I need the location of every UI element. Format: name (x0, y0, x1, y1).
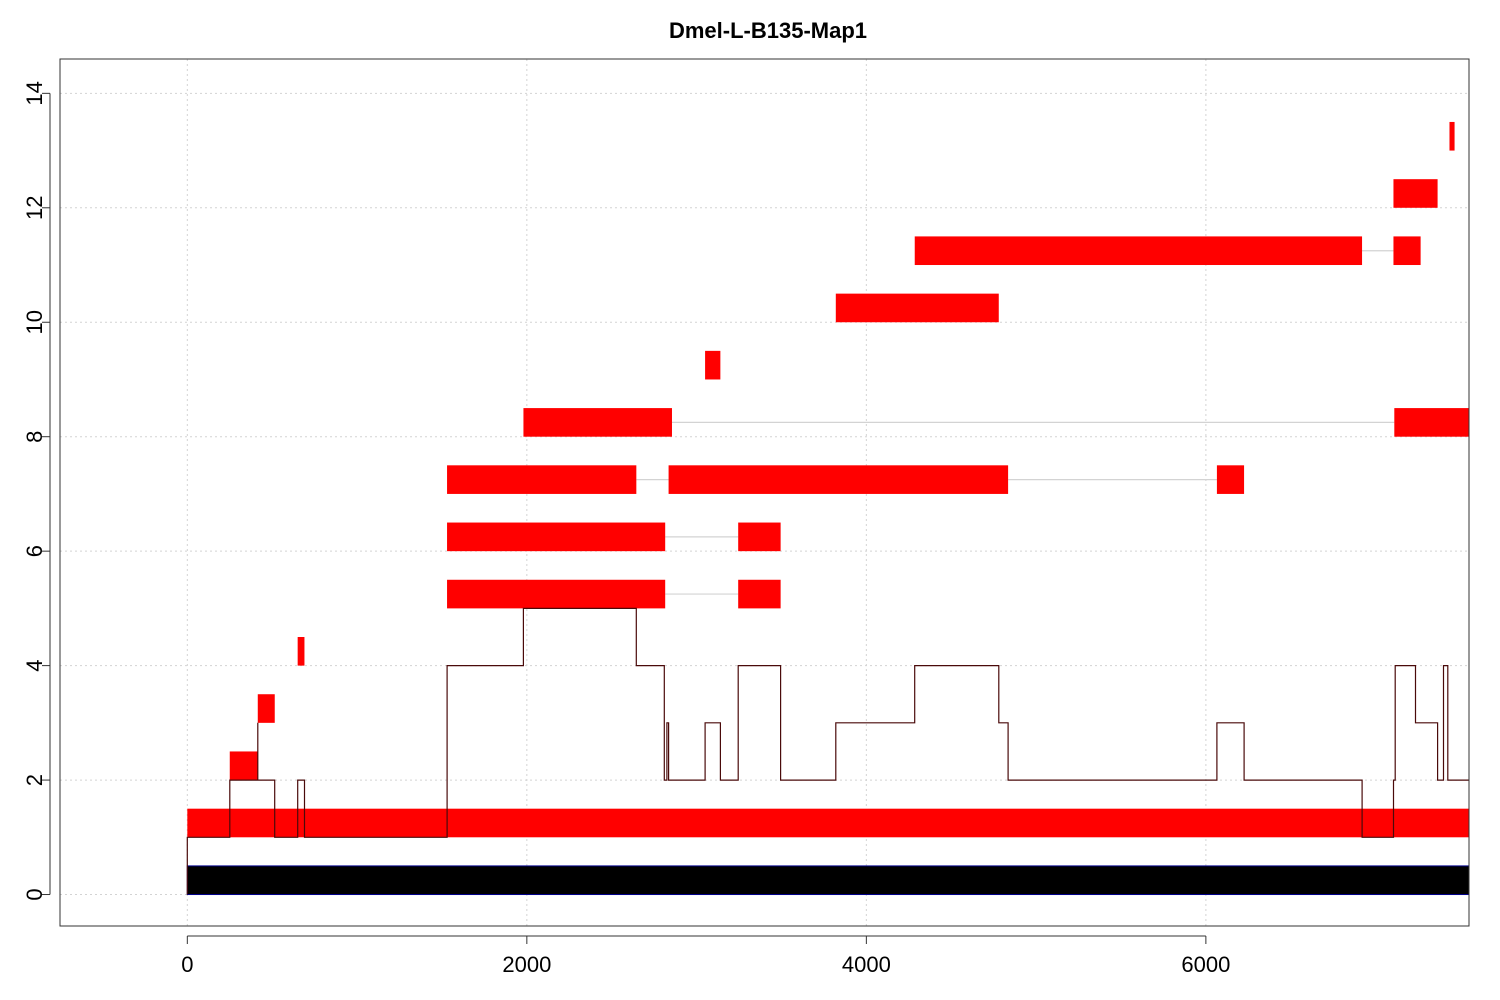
alignment-segment (447, 579, 666, 609)
reference-layer (186, 865, 1470, 896)
y-tick-label: 4 (22, 659, 47, 671)
x-tick-label: 6000 (1181, 952, 1230, 977)
alignment-segment (447, 522, 666, 552)
y-tick-label: 6 (22, 545, 47, 557)
y-tick-label: 12 (22, 196, 47, 220)
alignment-segment (297, 637, 305, 666)
x-tick-label: 0 (181, 952, 193, 977)
x-axis: 0 2000 4000 6000 (181, 935, 1230, 977)
y-tick-label: 10 (22, 310, 47, 334)
plot-frame (59, 58, 1470, 927)
alignment-segment (705, 350, 721, 380)
alignment-segment (738, 522, 781, 552)
alignment-segment (914, 236, 1363, 266)
y-axis: 0 2 4 6 8 10 12 14 (22, 81, 51, 901)
alignment-segment (835, 293, 999, 323)
alignment-layer (187, 121, 1469, 838)
alignment-segment (257, 694, 275, 723)
alignment-segment (1449, 121, 1455, 151)
x-tick-label: 4000 (842, 952, 891, 977)
alignment-segment (668, 465, 1009, 494)
y-tick-label: 8 (22, 431, 47, 443)
alignment-segment (187, 808, 1469, 838)
connector-layer (636, 250, 1395, 595)
alignment-segment (1393, 179, 1438, 208)
alignment-segment (447, 465, 637, 494)
coverage-line (186, 607, 1469, 895)
alignment-segment (1216, 465, 1245, 494)
y-tick-label: 14 (22, 81, 47, 105)
alignment-segment (1394, 408, 1469, 437)
alignment-segment (1393, 236, 1421, 266)
alignment-segment (738, 579, 781, 609)
alignment-segment (229, 751, 258, 781)
y-tick-label: 2 (22, 774, 47, 786)
y-tick-label: 0 (22, 888, 47, 900)
alignment-segment (523, 408, 672, 437)
x-tick-label: 2000 (502, 952, 551, 977)
chart-title: Dmel-L-B135-Map1 (669, 18, 867, 43)
coverage-layer (186, 607, 1469, 895)
reference-bar (186, 865, 1470, 896)
